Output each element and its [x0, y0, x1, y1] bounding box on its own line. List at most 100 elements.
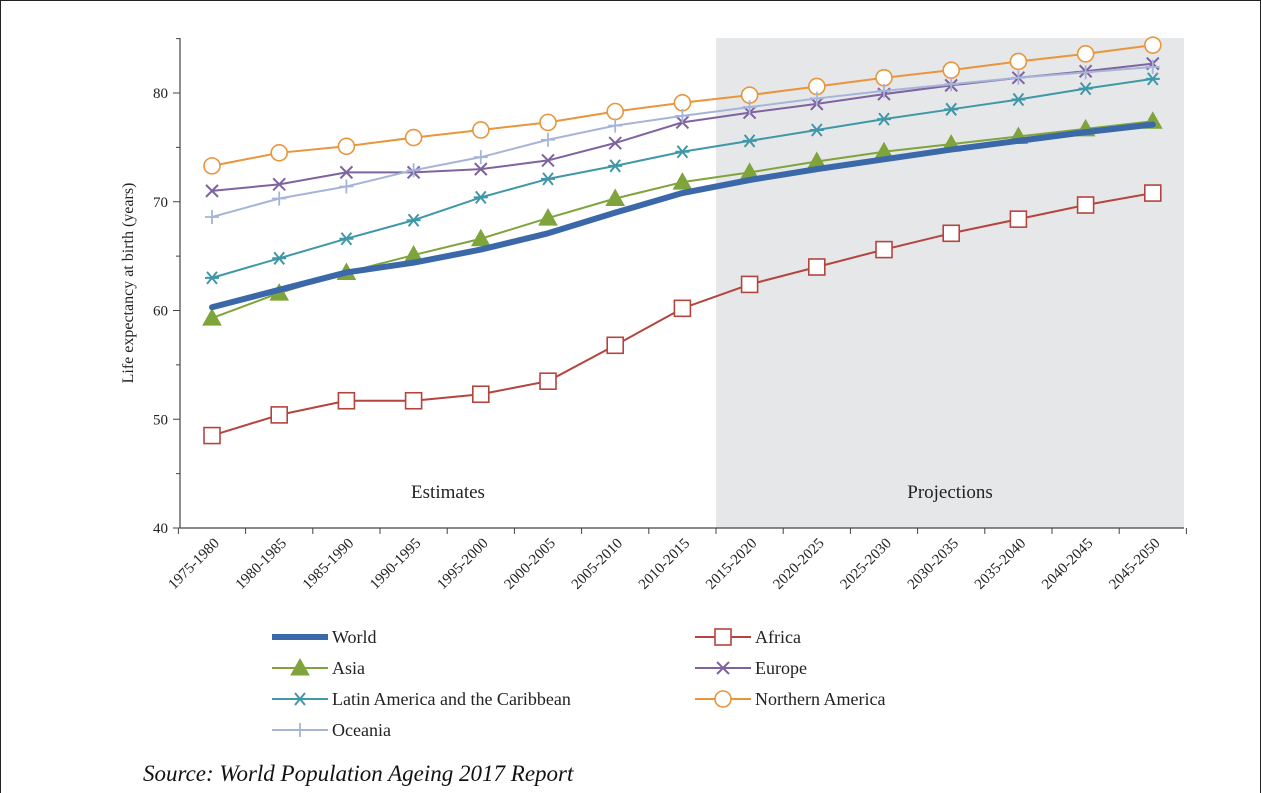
legend-label: Northern America: [755, 689, 885, 709]
series-africa: [203, 184, 1162, 445]
data-point-oceania: [406, 163, 421, 178]
data-point-northern-america: [1144, 36, 1162, 54]
legend-marker: [714, 690, 732, 708]
data-point-oceania: [473, 150, 488, 165]
data-point-africa: [337, 391, 356, 410]
series-northern-america: [203, 36, 1162, 175]
data-point-latin-america-and-the-caribbean: [1078, 82, 1093, 96]
data-point-northern-america: [404, 128, 423, 147]
data-point-northern-america: [471, 121, 490, 139]
x-tick-label: 2040-2045: [1039, 536, 1096, 593]
legend-item-europe: Europe: [695, 658, 807, 678]
legend-label: World: [332, 627, 377, 647]
data-point-europe: [205, 184, 219, 198]
data-point-latin-america-and-the-caribbean: [675, 145, 690, 159]
data-point-africa: [807, 258, 826, 276]
data-point-oceania: [205, 209, 219, 224]
data-point-latin-america-and-the-caribbean: [473, 190, 488, 205]
legend-label: Asia: [332, 658, 365, 678]
x-tick-label: 2010-2015: [636, 536, 693, 593]
legend-item-oceania: Oceania: [272, 720, 391, 740]
data-point-latin-america-and-the-caribbean: [1145, 72, 1160, 86]
data-point-asia: [605, 188, 626, 206]
legend-label: Africa: [755, 627, 801, 647]
data-point-latin-america-and-the-caribbean: [944, 102, 959, 116]
data-point-latin-america-and-the-caribbean: [809, 123, 824, 137]
data-point-oceania: [877, 83, 891, 98]
data-point-latin-america-and-the-caribbean: [1011, 92, 1026, 107]
data-point-africa: [203, 426, 221, 445]
legend-label: Latin America and the Caribbean: [332, 689, 571, 709]
data-point-northern-america: [337, 137, 356, 156]
data-point-oceania: [339, 179, 354, 194]
data-point-africa: [606, 336, 625, 355]
data-point-latin-america-and-the-caribbean: [877, 112, 891, 126]
data-point-europe: [608, 136, 622, 150]
y-tick-label: 70: [153, 195, 168, 211]
data-point-africa: [471, 385, 490, 404]
data-point-latin-america-and-the-caribbean: [339, 232, 354, 246]
data-point-northern-america: [606, 102, 625, 121]
data-point-latin-america-and-the-caribbean: [406, 213, 421, 227]
data-point-asia: [538, 208, 558, 226]
legend-marker: [716, 661, 730, 675]
data-point-oceania: [809, 91, 824, 106]
y-tick-label: 80: [153, 86, 168, 102]
projections-shading: [716, 38, 1184, 528]
legend-label: Europe: [755, 658, 807, 678]
y-tick-label: 40: [153, 521, 168, 537]
data-point-europe: [272, 177, 286, 192]
data-point-africa: [539, 372, 557, 390]
series-line-world: [209, 121, 1156, 311]
data-point-europe: [339, 165, 354, 180]
data-point-oceania: [675, 108, 690, 123]
data-point-asia: [470, 228, 491, 247]
data-point-africa: [270, 406, 289, 424]
x-tick-label: 1980-1985: [233, 536, 290, 593]
data-point-africa: [404, 391, 423, 410]
series-latin-america-and-the-caribbean: [205, 72, 1160, 285]
data-point-oceania: [742, 100, 757, 115]
legend-item-africa: Africa: [695, 627, 801, 647]
legend-marker: [293, 723, 307, 737]
x-tick-label: 2000-2005: [502, 536, 559, 593]
legend-label: Oceania: [332, 720, 391, 740]
legend-marker: [714, 628, 732, 646]
data-point-africa: [1009, 210, 1028, 228]
legend-marker: [290, 657, 310, 676]
x-tick-label: 2035-2040: [972, 536, 1029, 593]
series-world: [209, 121, 1156, 311]
legend-item-asia: Asia: [272, 657, 365, 678]
data-point-latin-america-and-the-caribbean: [608, 159, 623, 173]
data-point-africa: [942, 224, 961, 243]
data-point-northern-america: [942, 61, 961, 79]
x-tick-label: 2005-2010: [569, 536, 626, 593]
data-point-northern-america: [673, 93, 692, 112]
data-point-northern-america: [1076, 45, 1095, 63]
data-point-northern-america: [1009, 52, 1028, 71]
series-oceania: [205, 59, 1160, 224]
data-point-northern-america: [875, 68, 893, 87]
region-label-estimates: Estimates: [411, 482, 485, 503]
x-tick-label: 2020-2025: [770, 536, 827, 593]
data-point-latin-america-and-the-caribbean: [541, 172, 555, 186]
data-point-oceania: [608, 118, 623, 133]
data-point-africa: [673, 299, 692, 318]
y-tick-label: 50: [153, 412, 168, 428]
data-point-africa: [1144, 184, 1162, 202]
legend-item-world: World: [272, 627, 377, 647]
data-point-latin-america-and-the-caribbean: [205, 271, 219, 285]
x-tick-label: 1990-1995: [367, 536, 424, 593]
data-point-oceania: [944, 77, 959, 92]
data-point-oceania: [1145, 59, 1160, 74]
y-tick-label: 60: [153, 304, 168, 320]
legend-marker: [293, 692, 307, 706]
region-label-projections: Projections: [907, 482, 993, 503]
x-tick-label: 2025-2030: [838, 536, 895, 593]
x-tick-label: 1995-2000: [434, 536, 491, 593]
data-point-northern-america: [203, 157, 221, 175]
data-point-oceania: [1078, 65, 1093, 80]
data-point-asia: [672, 172, 693, 190]
data-point-latin-america-and-the-caribbean: [742, 134, 757, 148]
